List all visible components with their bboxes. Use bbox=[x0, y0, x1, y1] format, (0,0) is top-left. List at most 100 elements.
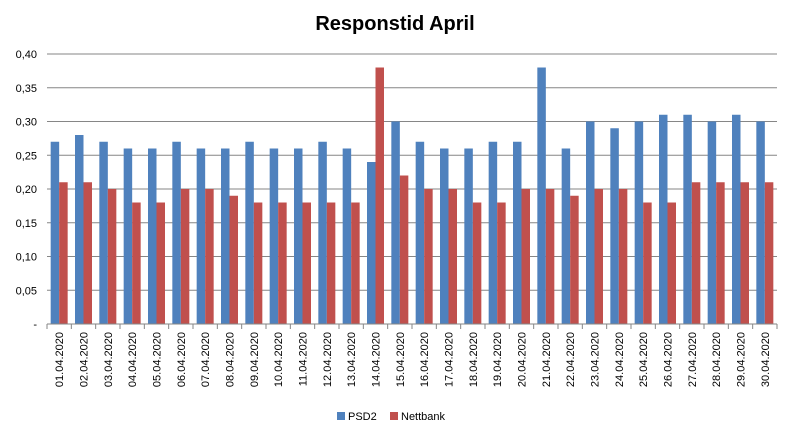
x-tick-label: 22.04.2020 bbox=[565, 332, 577, 387]
x-tick-label: 08.04.2020 bbox=[225, 332, 237, 387]
legend-swatch-nettbank bbox=[390, 412, 398, 420]
x-tick-label: 26.04.2020 bbox=[663, 332, 675, 387]
bar-psd2 bbox=[123, 148, 133, 324]
x-tick-label: 11.04.2020 bbox=[298, 332, 310, 386]
x-tick-label: 02.04.2020 bbox=[79, 332, 91, 387]
bar-nettbank bbox=[570, 195, 579, 324]
x-tick-label: 16.04.2020 bbox=[419, 332, 431, 387]
x-tick-label: 17.04.2020 bbox=[444, 332, 456, 387]
x-tick-label: 24.04.2020 bbox=[614, 332, 626, 387]
x-tick-label: 15.04.2020 bbox=[395, 332, 407, 387]
bar-nettbank bbox=[83, 182, 92, 324]
bar-psd2 bbox=[342, 148, 352, 324]
bar-psd2 bbox=[756, 121, 765, 324]
bar-nettbank bbox=[375, 67, 384, 324]
bar-nettbank bbox=[594, 189, 603, 324]
bar-psd2 bbox=[221, 148, 230, 324]
bar-nettbank bbox=[472, 202, 482, 324]
y-tick-label: 0,20 bbox=[16, 184, 37, 196]
bar-psd2 bbox=[659, 114, 668, 324]
bar-nettbank bbox=[545, 189, 555, 324]
bar-psd2 bbox=[513, 141, 522, 324]
bar-psd2 bbox=[537, 67, 546, 324]
bars bbox=[50, 67, 774, 324]
x-tick-label: 05.04.2020 bbox=[152, 332, 164, 387]
bar-psd2 bbox=[415, 141, 425, 324]
bar-psd2 bbox=[172, 141, 181, 324]
x-tick-label: 09.04.2020 bbox=[249, 332, 261, 387]
bar-psd2 bbox=[391, 121, 400, 324]
bar-psd2 bbox=[367, 162, 376, 324]
bar-nettbank bbox=[326, 202, 336, 324]
bar-nettbank bbox=[302, 202, 311, 324]
x-tick-label: 14.04.2020 bbox=[371, 332, 383, 387]
legend-label-nettbank: Nettbank bbox=[401, 411, 446, 423]
bar-psd2 bbox=[245, 141, 254, 324]
bar-nettbank bbox=[278, 202, 287, 324]
y-tick-label: 0,25 bbox=[16, 150, 37, 162]
bar-psd2 bbox=[269, 148, 279, 324]
bar-psd2 bbox=[196, 148, 206, 324]
bar-psd2 bbox=[586, 121, 595, 324]
y-axis-ticks: - 0,05 0,10 0,15 0,20 0,25 0,30 0,35 0,40 bbox=[16, 49, 38, 331]
bar-nettbank bbox=[424, 189, 433, 324]
x-tick-label: 03.04.2020 bbox=[103, 332, 115, 387]
bar-psd2 bbox=[148, 148, 157, 324]
bar-psd2 bbox=[440, 148, 449, 324]
bar-nettbank bbox=[156, 202, 165, 324]
bar-nettbank bbox=[253, 202, 263, 324]
bar-nettbank bbox=[521, 189, 530, 324]
x-tick-label: 30.04.2020 bbox=[760, 332, 772, 387]
x-tick-label: 23.04.2020 bbox=[590, 332, 602, 387]
bar-nettbank bbox=[399, 175, 409, 324]
x-tick-label: 27.04.2020 bbox=[687, 332, 699, 387]
bar-psd2 bbox=[99, 141, 108, 324]
y-tick-label: 0,40 bbox=[16, 49, 37, 61]
bar-psd2 bbox=[75, 135, 84, 324]
x-tick-label: 25.04.2020 bbox=[638, 332, 650, 387]
bar-nettbank bbox=[667, 202, 676, 324]
bar-nettbank bbox=[205, 189, 214, 324]
bar-psd2 bbox=[707, 121, 717, 324]
x-tick-label: 20.04.2020 bbox=[517, 332, 529, 387]
x-tick-label: 13.04.2020 bbox=[346, 332, 358, 387]
bar-psd2 bbox=[464, 148, 473, 324]
x-tick-label: 21.04.2020 bbox=[541, 332, 553, 387]
bar-nettbank bbox=[764, 182, 774, 324]
legend-swatch-psd2 bbox=[337, 412, 345, 420]
x-tick-label: 07.04.2020 bbox=[200, 332, 212, 387]
bar-nettbank bbox=[448, 189, 457, 324]
bar-nettbank bbox=[132, 202, 141, 324]
y-tick-label: 0,05 bbox=[16, 285, 37, 297]
x-tick-label: 29.04.2020 bbox=[736, 332, 748, 387]
y-tick-label: 0,10 bbox=[16, 252, 37, 264]
bar-psd2 bbox=[683, 114, 692, 324]
bar-nettbank bbox=[351, 202, 360, 324]
y-tick-label: 0,30 bbox=[16, 117, 37, 129]
bar-nettbank bbox=[229, 195, 238, 324]
bar-psd2 bbox=[732, 114, 741, 324]
x-tick-label: 04.04.2020 bbox=[127, 332, 139, 387]
bar-psd2 bbox=[488, 141, 498, 324]
bar-psd2 bbox=[610, 128, 619, 324]
x-tick-label: 18.04.2020 bbox=[468, 332, 480, 387]
bar-nettbank bbox=[691, 182, 701, 324]
x-tick-label: 12.04.2020 bbox=[322, 332, 334, 387]
x-tick-label: 06.04.2020 bbox=[176, 332, 188, 387]
x-tick-label: 10.04.2020 bbox=[273, 332, 285, 387]
bar-psd2 bbox=[634, 121, 644, 324]
gridlines bbox=[47, 53, 777, 291]
y-tick-label: - bbox=[33, 319, 37, 331]
bar-nettbank bbox=[107, 189, 117, 324]
legend-label-psd2: PSD2 bbox=[348, 411, 377, 423]
bar-psd2 bbox=[318, 141, 327, 324]
x-axis-ticks: 01.04.2020 02.04.2020 03.04.2020 04.04.2020… bbox=[54, 332, 772, 387]
bar-nettbank bbox=[643, 202, 652, 324]
bar-nettbank bbox=[59, 182, 68, 324]
bar-psd2 bbox=[294, 148, 303, 324]
x-tick-label: 28.04.2020 bbox=[711, 332, 723, 387]
chart-title: Responstid April bbox=[315, 13, 474, 35]
bar-psd2 bbox=[50, 141, 60, 324]
